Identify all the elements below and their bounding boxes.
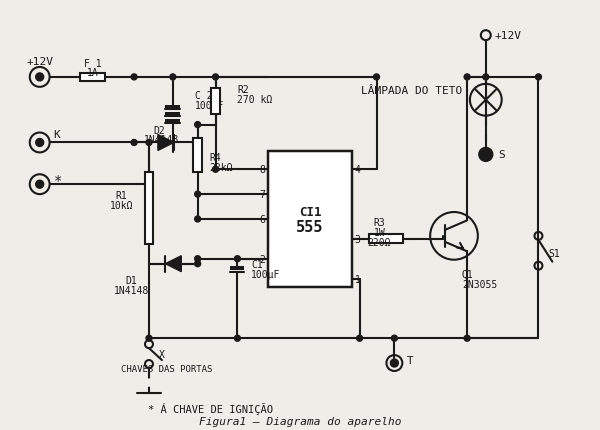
Circle shape xyxy=(194,261,200,267)
Circle shape xyxy=(391,359,398,367)
Polygon shape xyxy=(166,256,181,272)
Text: 100μF: 100μF xyxy=(194,101,224,111)
Text: R2: R2 xyxy=(238,85,249,95)
Text: 1N4148: 1N4148 xyxy=(144,135,179,145)
Text: S: S xyxy=(499,150,505,160)
Text: Figura1 – Diagrama do aparelho: Figura1 – Diagrama do aparelho xyxy=(199,416,401,426)
Text: 270 kΩ: 270 kΩ xyxy=(238,95,272,104)
Text: LÂMPADA DO TETO: LÂMPADA DO TETO xyxy=(361,86,462,95)
Circle shape xyxy=(479,148,493,162)
Text: 2: 2 xyxy=(259,254,265,264)
Circle shape xyxy=(483,75,489,81)
Text: 8: 8 xyxy=(259,165,265,175)
Bar xyxy=(268,152,352,287)
Bar xyxy=(230,266,244,270)
Circle shape xyxy=(194,256,200,262)
Text: R4: R4 xyxy=(209,153,221,163)
Text: 1W: 1W xyxy=(374,227,385,237)
Circle shape xyxy=(170,75,176,81)
Bar xyxy=(211,89,220,114)
Text: 1A: 1A xyxy=(86,68,98,78)
Text: F 1: F 1 xyxy=(83,59,101,69)
Circle shape xyxy=(464,335,470,341)
Circle shape xyxy=(374,75,379,81)
Bar xyxy=(193,139,202,172)
Circle shape xyxy=(464,75,470,81)
Circle shape xyxy=(212,167,218,173)
Circle shape xyxy=(535,75,541,81)
Circle shape xyxy=(194,192,200,198)
Circle shape xyxy=(194,216,200,222)
Text: T: T xyxy=(406,355,413,365)
Circle shape xyxy=(391,335,397,341)
Text: +12V: +12V xyxy=(26,57,53,67)
Circle shape xyxy=(36,139,44,147)
Circle shape xyxy=(146,335,152,341)
Text: C 2: C 2 xyxy=(194,91,212,101)
Text: 3: 3 xyxy=(355,234,361,244)
Circle shape xyxy=(235,256,241,262)
Text: K: K xyxy=(53,129,61,139)
Circle shape xyxy=(36,181,44,189)
Circle shape xyxy=(146,140,152,146)
Bar xyxy=(369,235,403,244)
Text: D1: D1 xyxy=(125,275,137,285)
Circle shape xyxy=(131,140,137,146)
Text: D2: D2 xyxy=(153,125,165,135)
Text: +12V: +12V xyxy=(495,31,522,41)
Text: * Á CHAVE DE IGNIÇÃO: * Á CHAVE DE IGNIÇÃO xyxy=(148,402,273,414)
Text: 2N3055: 2N3055 xyxy=(462,279,497,289)
Text: 1: 1 xyxy=(355,274,361,284)
Text: 10kΩ: 10kΩ xyxy=(109,200,133,211)
Text: CI1: CI1 xyxy=(299,205,321,218)
Circle shape xyxy=(356,335,362,341)
Bar xyxy=(166,120,180,122)
Text: 22kΩ: 22kΩ xyxy=(209,163,233,172)
Bar xyxy=(166,112,180,115)
Circle shape xyxy=(235,335,241,341)
Circle shape xyxy=(131,75,137,81)
Text: 555: 555 xyxy=(296,220,323,235)
Text: 220Ω: 220Ω xyxy=(368,237,391,247)
Text: R1: R1 xyxy=(115,190,127,201)
Text: C1: C1 xyxy=(251,259,263,269)
Text: *: * xyxy=(53,174,62,188)
Circle shape xyxy=(194,122,200,128)
Text: 100μF: 100μF xyxy=(251,269,281,279)
Text: X: X xyxy=(159,349,165,359)
Bar xyxy=(166,105,180,108)
Bar xyxy=(80,74,105,82)
Text: Q1: Q1 xyxy=(462,269,473,279)
Text: 4: 4 xyxy=(355,165,361,175)
Text: CHAVES DAS PORTAS: CHAVES DAS PORTAS xyxy=(121,364,212,373)
Text: S1: S1 xyxy=(548,248,560,258)
Text: 1N4148: 1N4148 xyxy=(113,285,149,295)
Text: 6: 6 xyxy=(259,215,265,224)
Polygon shape xyxy=(158,135,174,151)
Text: R3: R3 xyxy=(374,218,385,227)
Circle shape xyxy=(212,75,218,81)
Bar xyxy=(145,172,154,245)
Circle shape xyxy=(36,74,44,82)
Text: 7: 7 xyxy=(259,190,265,200)
